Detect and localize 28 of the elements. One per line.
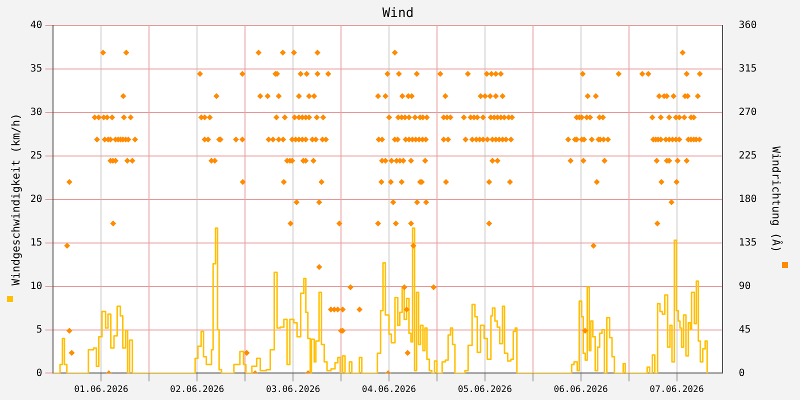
y2-tick-label: 315 [738, 64, 757, 75]
y-tick-label: 0 [36, 368, 42, 379]
y2-tick-label: 135 [738, 237, 757, 248]
y-tick-label: 25 [30, 150, 42, 162]
x-tick-label: 03.06.2026 [266, 384, 320, 395]
y-tick-label: 10 [30, 280, 42, 292]
y2-tick-label: 360 [738, 20, 757, 32]
y2-tick-label: 0 [738, 368, 745, 379]
y-tick-label: 30 [30, 107, 42, 118]
x-tick-label: 04.06.2026 [362, 384, 416, 395]
x-tick-label: 01.06.2026 [74, 384, 128, 395]
chart-title: Wind [382, 6, 414, 22]
y-tick-label: 5 [36, 324, 42, 336]
y-tick-label: 20 [30, 194, 42, 205]
x-tick-label: 07.06.2026 [650, 384, 704, 395]
y2-tick-label: 270 [738, 107, 757, 118]
y2-tick-label: 225 [738, 150, 757, 162]
x-tick-label: 05.06.2026 [458, 384, 512, 395]
x-tick-label: 02.06.2026 [170, 384, 224, 395]
y2-tick-label: 45 [738, 324, 751, 336]
y-tick-label: 15 [30, 237, 42, 248]
y2-tick-label: 180 [738, 194, 757, 205]
x-tick-label: 06.06.2026 [554, 384, 608, 395]
y-tick-label: 35 [30, 64, 42, 75]
y2-tick-label: 90 [738, 280, 751, 292]
y2-axis-title: Windrichtung (Â) [770, 146, 784, 252]
y-tick-label: 40 [30, 20, 42, 32]
y-axis-title: Windgeschwindigkeit (km/h) [9, 113, 22, 286]
